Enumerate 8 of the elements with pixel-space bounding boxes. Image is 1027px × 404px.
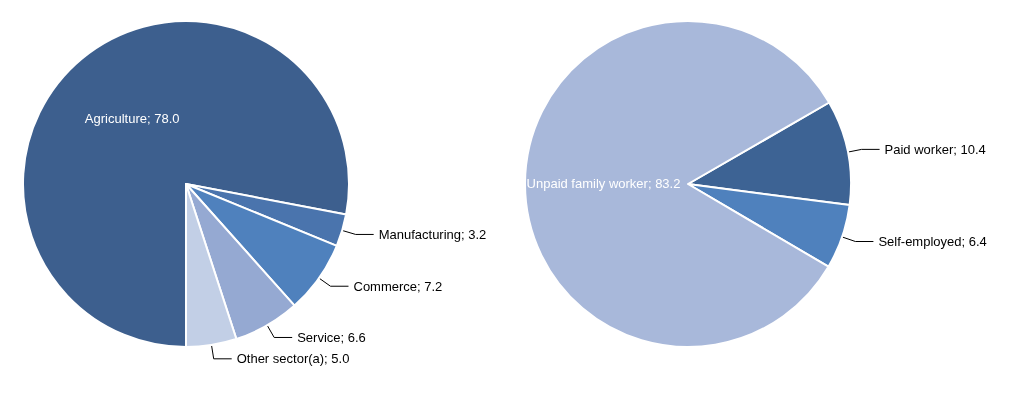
slice-label: Service; 6.6 <box>297 329 366 345</box>
slice-label: Agriculture; 78.0 <box>84 111 180 127</box>
slice-label: Manufacturing; 3.2 <box>378 226 487 242</box>
slice-label: Paid worker; 10.4 <box>884 141 986 157</box>
slice-label: Unpaid family worker; 83.2 <box>526 176 681 192</box>
slice-label: Commerce; 7.2 <box>353 278 443 294</box>
slice-label: Other sector(a); 5.0 <box>236 351 350 367</box>
slice-label: Self-employed; 6.4 <box>878 234 987 250</box>
